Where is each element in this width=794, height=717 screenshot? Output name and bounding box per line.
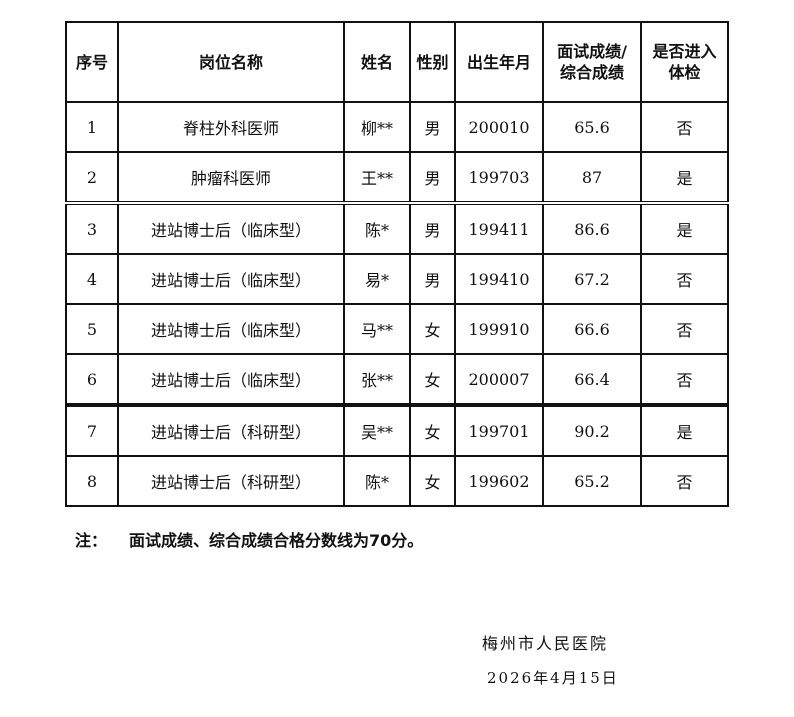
- cell-position: 进站博士后（科研型）: [117, 455, 345, 507]
- cell-gender: 女: [409, 303, 456, 355]
- cell-physical-exam: 否: [640, 455, 729, 507]
- cell-score: 90.2: [542, 404, 642, 457]
- header-gender: 性别: [409, 21, 456, 103]
- date: 2026年4月15日: [487, 669, 619, 687]
- cell-score: 87: [542, 151, 642, 205]
- cell-score: 67.2: [542, 253, 642, 305]
- cell-birth: 200010: [454, 101, 544, 153]
- cell-score: 86.6: [542, 202, 642, 255]
- cell-index: 2: [65, 151, 119, 205]
- header-birth: 出生年月: [454, 21, 544, 103]
- cell-position: 进站博士后（临床型）: [117, 253, 345, 305]
- note-label: 注：: [75, 531, 108, 550]
- cell-gender: 女: [409, 353, 456, 407]
- cell-position: 进站博士后（临床型）: [117, 303, 345, 355]
- cell-physical-exam: 否: [640, 303, 729, 355]
- header-position: 岗位名称: [117, 21, 345, 103]
- cell-name: 吴**: [343, 404, 411, 457]
- cell-gender: 男: [409, 253, 456, 305]
- cell-position: 进站博士后（临床型）: [117, 202, 345, 255]
- table-row: 6 进站博士后（临床型） 张** 女 200007 66.4 否: [65, 353, 729, 407]
- cell-physical-exam: 否: [640, 101, 729, 153]
- cell-gender: 女: [409, 404, 456, 457]
- cell-physical-exam: 是: [640, 202, 729, 255]
- table-row: 7 进站博士后（科研型） 吴** 女 199701 90.2 是: [65, 404, 729, 457]
- cell-score: 66.6: [542, 303, 642, 355]
- note: 注： 面试成绩、综合成绩合格分数线为70分。: [75, 527, 423, 551]
- table-row: 2 肿瘤科医师 王** 男 199703 87 是: [65, 151, 729, 205]
- cell-index: 4: [65, 253, 119, 305]
- cell-name: 王**: [343, 151, 411, 205]
- cell-name: 陈*: [343, 455, 411, 507]
- cell-physical-exam: 是: [640, 151, 729, 205]
- cell-birth: 199410: [454, 253, 544, 305]
- cell-index: 5: [65, 303, 119, 355]
- cell-gender: 男: [409, 202, 456, 255]
- cell-gender: 男: [409, 101, 456, 153]
- cell-birth: 199701: [454, 404, 544, 457]
- cell-birth: 199703: [454, 151, 544, 205]
- header-row: 序号 岗位名称 姓名 性别 出生年月 面试成绩/ 综合成绩 是否进入 体检: [65, 21, 729, 103]
- header-index: 序号: [65, 21, 119, 103]
- table-row: 3 进站博士后（临床型） 陈* 男 199411 86.6 是: [65, 202, 729, 255]
- cell-index: 6: [65, 353, 119, 407]
- table-row: 4 进站博士后（临床型） 易* 男 199410 67.2 否: [65, 253, 729, 305]
- header-score: 面试成绩/ 综合成绩: [542, 21, 642, 103]
- cell-name: 陈*: [343, 202, 411, 255]
- cell-position: 肿瘤科医师: [117, 151, 345, 205]
- cell-position: 进站博士后（科研型）: [117, 404, 345, 457]
- cell-position: 脊柱外科医师: [117, 101, 345, 153]
- cell-birth: 199411: [454, 202, 544, 255]
- cell-index: 1: [65, 101, 119, 153]
- cell-gender: 男: [409, 151, 456, 205]
- cell-physical-exam: 否: [640, 353, 729, 407]
- header-physical-exam: 是否进入 体检: [640, 21, 729, 103]
- table-row: 5 进站博士后（临床型） 马** 女 199910 66.6 否: [65, 303, 729, 355]
- organization: 梅州市人民医院: [482, 634, 609, 653]
- cell-name: 柳**: [343, 101, 411, 153]
- cell-birth: 199602: [454, 455, 544, 507]
- cell-gender: 女: [409, 455, 456, 507]
- cell-name: 张**: [343, 353, 411, 407]
- cell-position: 进站博士后（临床型）: [117, 353, 345, 407]
- cell-score: 66.4: [542, 353, 642, 407]
- cell-score: 65.2: [542, 455, 642, 507]
- header-name: 姓名: [343, 21, 411, 103]
- cell-physical-exam: 是: [640, 404, 729, 457]
- cell-index: 8: [65, 455, 119, 507]
- cell-score: 65.6: [542, 101, 642, 153]
- note-text: 面试成绩、综合成绩合格分数线为70分。: [129, 531, 424, 550]
- table-row: 1 脊柱外科医师 柳** 男 200010 65.6 否: [65, 101, 729, 153]
- cell-birth: 199910: [454, 303, 544, 355]
- cell-name: 马**: [343, 303, 411, 355]
- cell-index: 3: [65, 202, 119, 255]
- cell-name: 易*: [343, 253, 411, 305]
- cell-index: 7: [65, 404, 119, 457]
- cell-physical-exam: 否: [640, 253, 729, 305]
- table-row: 8 进站博士后（科研型） 陈* 女 199602 65.2 否: [65, 455, 729, 507]
- cell-birth: 200007: [454, 353, 544, 407]
